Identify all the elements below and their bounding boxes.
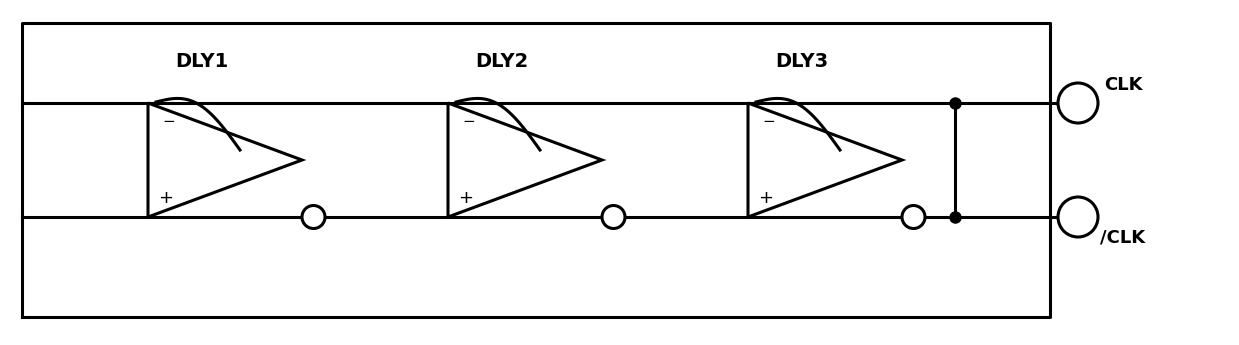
Text: −: − bbox=[762, 114, 774, 128]
Circle shape bbox=[602, 206, 624, 228]
Text: DLY1: DLY1 bbox=[175, 52, 228, 71]
Text: +: + bbox=[159, 189, 173, 207]
Circle shape bbox=[302, 206, 325, 228]
Text: /CLK: /CLK bbox=[1100, 228, 1145, 246]
Circle shape bbox=[1058, 83, 1098, 123]
Circle shape bbox=[1058, 197, 1098, 237]
Text: CLK: CLK bbox=[1104, 76, 1142, 94]
Text: DLY3: DLY3 bbox=[776, 52, 828, 71]
Text: DLY2: DLY2 bbox=[475, 52, 528, 71]
Circle shape bbox=[902, 206, 926, 228]
Text: +: + bbox=[758, 189, 773, 207]
Text: −: − bbox=[462, 114, 475, 128]
Text: +: + bbox=[458, 189, 473, 207]
Text: −: − bbox=[162, 114, 175, 128]
